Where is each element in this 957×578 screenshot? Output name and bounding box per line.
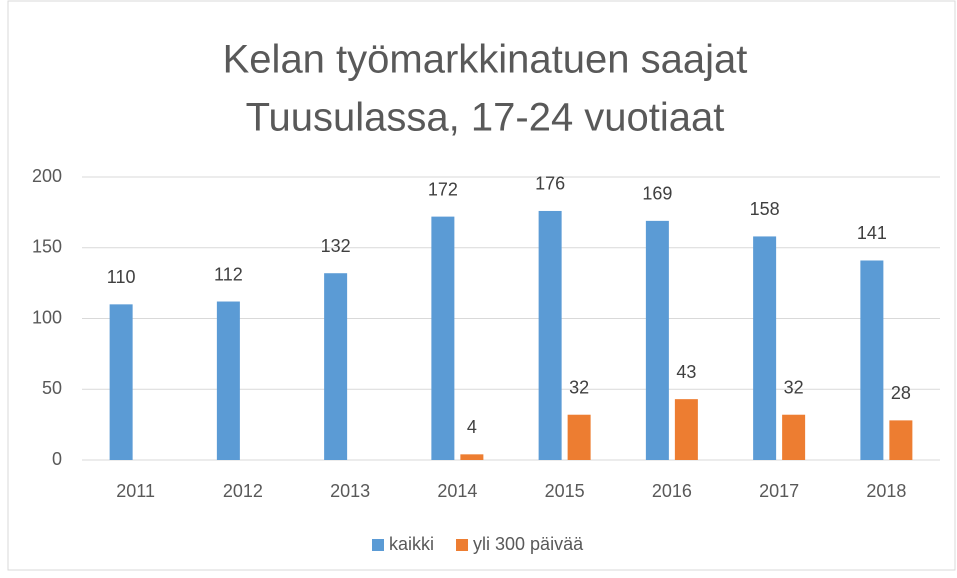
data-label: 110 (107, 267, 136, 287)
data-label: 172 (428, 179, 458, 199)
data-label: 43 (676, 362, 696, 382)
x-tick-label: 2014 (437, 481, 477, 501)
x-tick-label: 2012 (223, 481, 263, 501)
x-tick-label: 2011 (116, 481, 155, 501)
chart-title: Tuusulassa, 17-24 vuotiaat (246, 96, 725, 140)
x-tick-label: 2016 (652, 481, 692, 501)
bar (782, 414, 806, 460)
x-tick-label: 2015 (545, 481, 585, 501)
data-label: 141 (857, 223, 887, 243)
data-label: 176 (535, 174, 565, 194)
legend-swatch (372, 539, 384, 551)
data-label: 32 (569, 377, 589, 397)
bar (889, 420, 913, 460)
legend-label: kaikki (389, 534, 434, 554)
data-label: 169 (642, 184, 672, 204)
y-tick-label: 100 (32, 307, 62, 327)
data-label: 28 (891, 383, 911, 403)
bar (645, 220, 669, 460)
bar (431, 216, 455, 460)
x-tick-label: 2013 (330, 481, 370, 501)
x-tick-label: 2018 (866, 481, 906, 501)
chart-title: Kelan työmarkkinatuen saajat (223, 38, 748, 82)
legend-label: yli 300 päivää (473, 534, 584, 554)
data-label: 158 (750, 199, 780, 219)
data-label: 132 (321, 236, 351, 256)
chart-frame (7, 0, 956, 571)
bar (538, 210, 562, 460)
bar (753, 236, 777, 460)
y-tick-label: 0 (52, 449, 62, 469)
bar (860, 260, 884, 460)
bar (567, 414, 591, 460)
bar (324, 273, 348, 460)
data-label: 112 (214, 264, 243, 284)
bar (109, 304, 133, 460)
x-tick-label: 2017 (759, 481, 799, 501)
bar (216, 301, 240, 460)
data-label: 4 (467, 417, 477, 437)
bar (460, 454, 484, 460)
legend-swatch (456, 539, 469, 551)
y-tick-label: 50 (42, 378, 62, 398)
bar (674, 399, 698, 460)
y-tick-label: 200 (32, 166, 62, 186)
y-tick-label: 150 (32, 237, 62, 257)
data-label: 32 (784, 377, 804, 397)
